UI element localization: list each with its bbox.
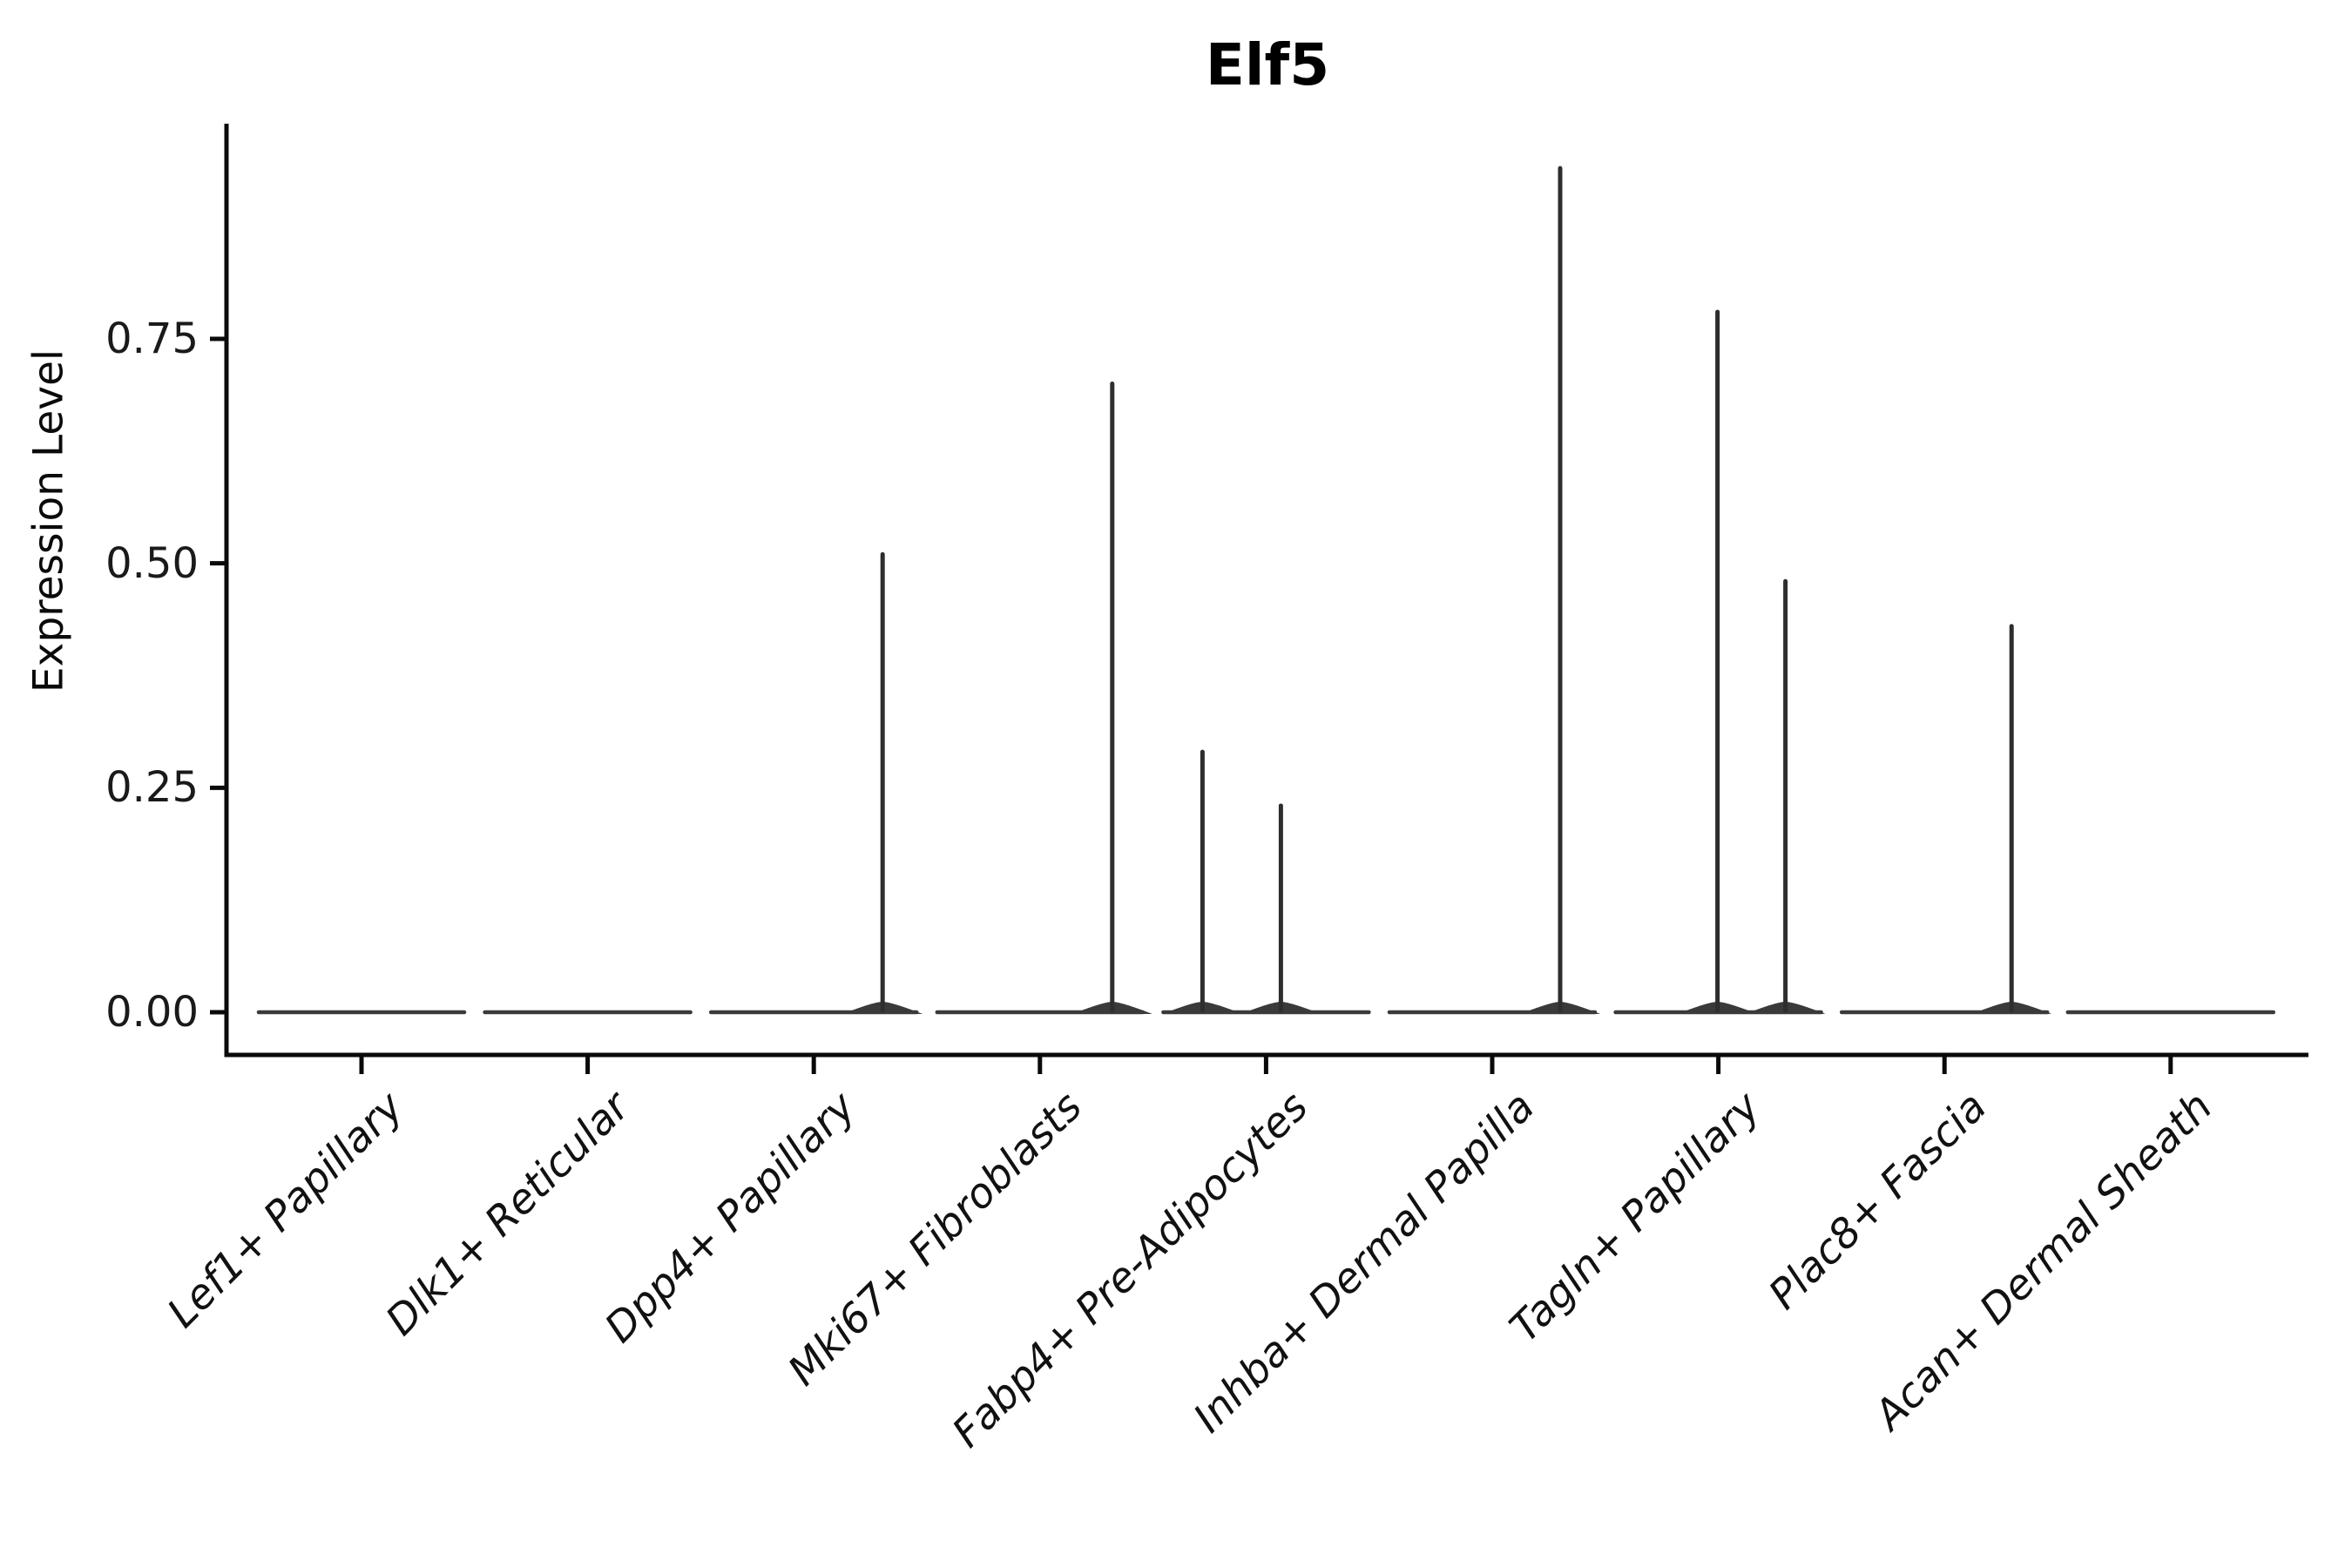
y-tick-label: 0.25 (105, 763, 199, 813)
y-tick-label: 0.00 (105, 988, 199, 1037)
y-tick-label: 0.75 (105, 314, 199, 363)
y-axis-title-text: Expression Level (24, 348, 73, 693)
y-tick-label: 0.50 (105, 538, 199, 588)
chart-title: Elf5 (1205, 31, 1330, 98)
